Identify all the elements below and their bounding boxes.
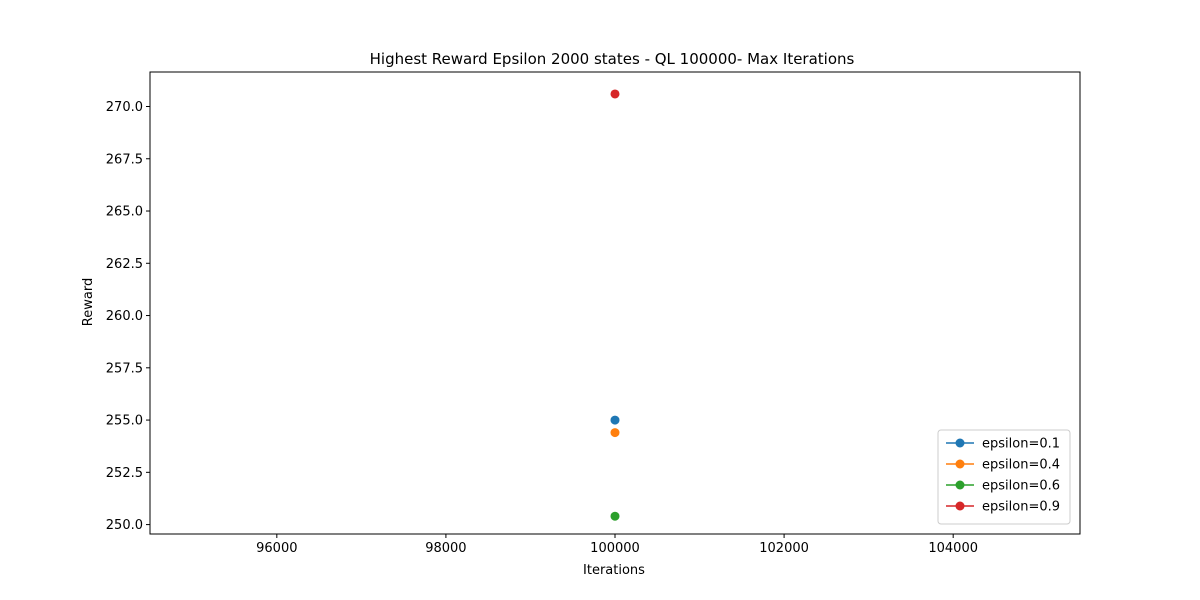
y-tick-label: 262.5 [106,257,143,272]
y-tick-label: 257.5 [106,361,143,376]
legend-label: epsilon=0.9 [982,500,1060,515]
x-tick-label: 104000 [928,541,978,556]
legend: epsilon=0.1 epsilon=0.4 epsilon=0.6 epsilon… [937,429,1071,525]
legend-label: epsilon=0.6 [982,479,1060,494]
y-tick-label: 260.0 [106,309,143,324]
x-tick-label: 102000 [759,541,809,556]
x-axis-label: Iterations [583,563,645,578]
legend-label: epsilon=0.4 [982,458,1060,473]
y-tick-label: 267.5 [106,152,143,167]
plot-area [610,89,620,521]
y-tick-label: 250.0 [106,518,143,533]
legend-marker [955,459,965,469]
x-tick-label: 98000 [425,541,466,556]
legend-marker [955,438,965,448]
legend-box [937,429,1071,525]
chart-title: Highest Reward Epsilon 2000 states - QL … [370,50,855,68]
y-tick-label: 265.0 [106,205,143,220]
x-tick-label: 96000 [256,541,297,556]
x-tick-label: 100000 [590,541,640,556]
data-point [610,415,620,425]
legend-marker [955,501,965,511]
data-point [610,428,620,438]
legend-marker [955,480,965,490]
y-tick-label: 255.0 [106,414,143,429]
y-axis-label: Reward [81,278,96,326]
x-axis: 96000 98000 100000 102000 104000 [256,534,978,556]
y-axis: 250.0 252.5 255.0 257.5 260.0 262.5 265.0 267.5… [106,100,150,533]
data-point [610,511,620,521]
y-tick-label: 270.0 [106,100,143,115]
data-point [610,89,620,99]
y-tick-label: 252.5 [106,466,143,481]
legend-label: epsilon=0.1 [982,437,1060,452]
